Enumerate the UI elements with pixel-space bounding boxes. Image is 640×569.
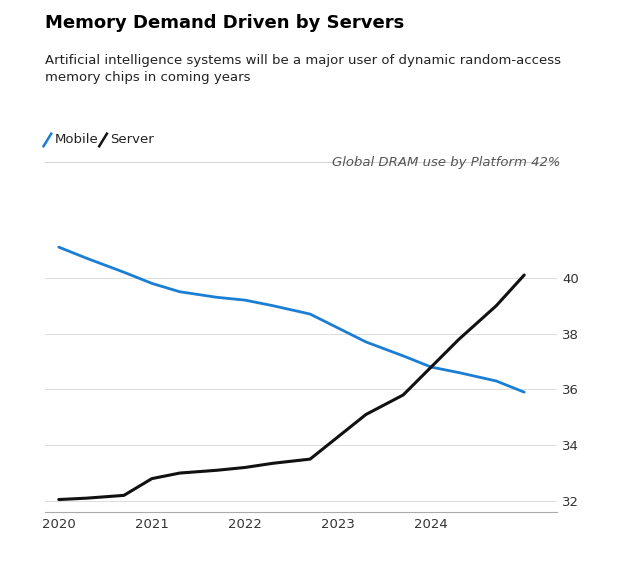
Text: Server: Server [110, 133, 154, 146]
Text: Mobile: Mobile [54, 133, 98, 146]
Text: Memory Demand Driven by Servers: Memory Demand Driven by Servers [45, 14, 404, 32]
Text: Global DRAM use by Platform 42%: Global DRAM use by Platform 42% [332, 156, 560, 170]
Text: Artificial intelligence systems will be a major user of dynamic random-access
me: Artificial intelligence systems will be … [45, 54, 561, 84]
